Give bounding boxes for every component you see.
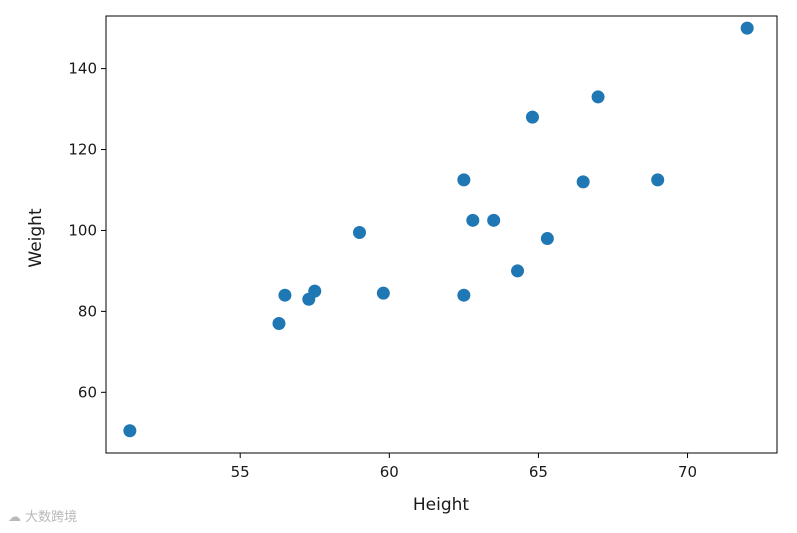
y-axis-ticks: 60 80 100 120 140	[68, 60, 106, 401]
scatter-point	[591, 90, 605, 104]
x-axis-ticks: 55 60 65 70	[231, 453, 697, 481]
x-tick-label: 60	[380, 463, 399, 481]
scatter-point	[487, 213, 501, 227]
scatter-point	[540, 232, 554, 246]
scatter-point	[740, 21, 754, 35]
x-tick-label: 65	[529, 463, 548, 481]
scatter-point	[278, 288, 292, 302]
y-tick-label: 120	[68, 141, 97, 159]
scatter-point	[457, 288, 471, 302]
scatter-point	[272, 317, 286, 331]
watermark: ☁ 大数跨境	[8, 506, 77, 525]
scatter-point	[376, 286, 390, 300]
scatter-point	[308, 284, 322, 298]
y-tick-label: 60	[78, 383, 97, 401]
scatter-point	[123, 424, 137, 438]
scatter-point	[466, 213, 480, 227]
watermark-text: 大数跨境	[25, 510, 78, 525]
x-tick-label: 70	[678, 463, 697, 481]
scatter-point	[457, 173, 471, 187]
scatter-points	[123, 21, 754, 438]
scatter-point	[511, 264, 525, 278]
y-tick-label: 140	[68, 60, 97, 78]
scatter-point	[525, 110, 539, 124]
y-tick-label: 100	[68, 221, 97, 239]
x-axis-label: Height	[413, 495, 470, 515]
x-tick-label: 55	[231, 463, 250, 481]
y-axis-label: Weight	[26, 208, 46, 268]
y-tick-label: 80	[78, 302, 97, 320]
scatter-point	[651, 173, 665, 187]
scatter-point	[352, 225, 366, 239]
plot-area-frame	[105, 15, 778, 454]
scatter-point	[576, 175, 590, 189]
watermark-logo-icon: ☁	[8, 510, 21, 525]
